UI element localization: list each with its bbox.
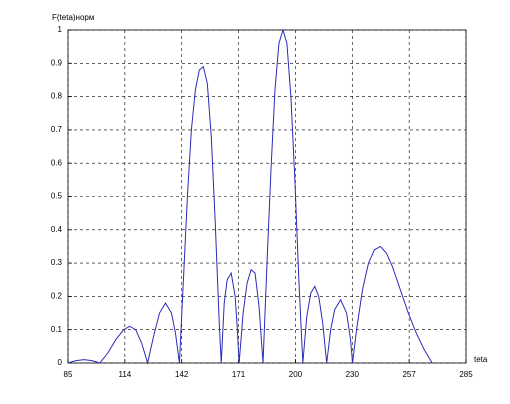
y-tick-label: 0.3	[51, 258, 63, 267]
x-tick-label: 142	[175, 370, 189, 379]
x-tick-label: 114	[118, 370, 131, 379]
x-tick-label: 285	[459, 370, 473, 379]
y-tick-label: 0	[58, 358, 63, 367]
y-tick-label: 0.9	[51, 58, 63, 67]
x-axis-label: teta	[474, 355, 488, 364]
y-tick-label: 0.5	[51, 192, 63, 201]
y-tick-label: 1	[58, 25, 63, 34]
x-tick-label: 257	[402, 370, 416, 379]
y-tick-label: 0.6	[51, 158, 63, 167]
x-tick-label: 230	[346, 370, 360, 379]
y-tick-label: 0.4	[51, 225, 63, 234]
y-tick-label: 0.1	[51, 325, 63, 334]
y-axis-label: F(teta)норм	[52, 13, 94, 22]
y-tick-label: 0.8	[51, 92, 63, 101]
y-tick-label: 0.2	[51, 292, 63, 301]
y-tick-label: 0.7	[51, 125, 63, 134]
x-tick-label: 85	[64, 370, 73, 379]
data-line	[67, 28, 433, 365]
x-tick-label: 171	[232, 370, 246, 379]
x-tick-label: 200	[289, 370, 303, 379]
